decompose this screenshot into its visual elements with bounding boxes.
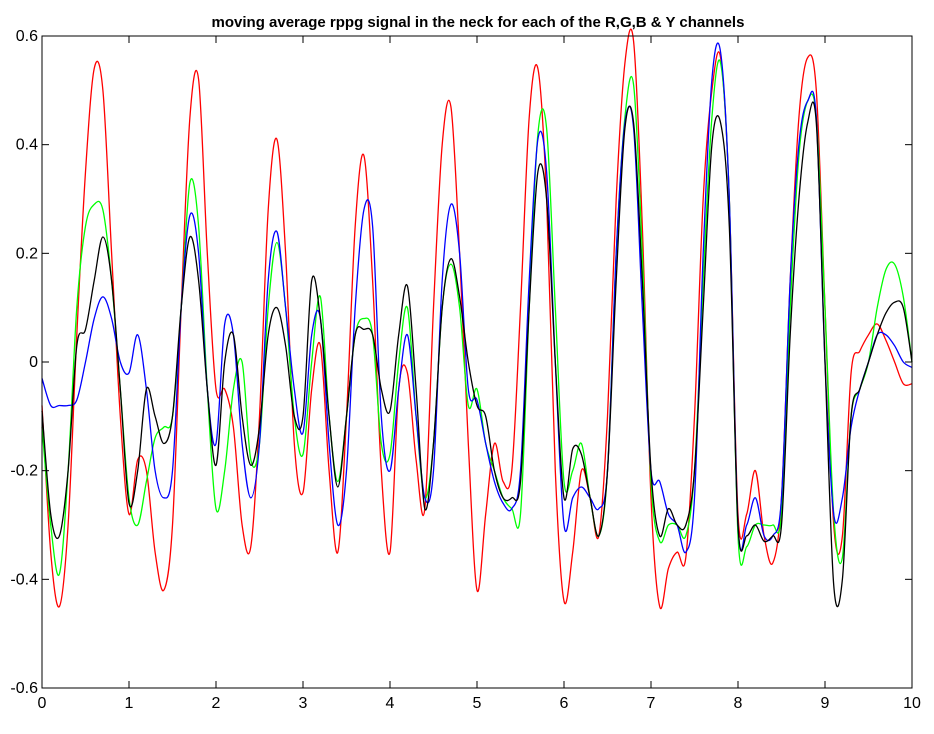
x-tick-label: 8 xyxy=(734,695,743,712)
series-layer xyxy=(41,28,913,610)
y-tick-label: -0.6 xyxy=(10,680,38,697)
y-tick-label: 0 xyxy=(29,354,38,371)
y-tick-label: 0.4 xyxy=(16,137,38,154)
x-tick-label: 9 xyxy=(821,695,830,712)
x-tick-label: 1 xyxy=(125,695,134,712)
x-tick-label: 0 xyxy=(38,695,47,712)
chart-title: moving average rppg signal in the neck f… xyxy=(212,14,745,31)
x-tick-label: 5 xyxy=(473,695,482,712)
x-tick-label: 10 xyxy=(903,695,921,712)
y-tick-label: 0.2 xyxy=(16,245,38,262)
x-tick-label: 6 xyxy=(560,695,569,712)
y-tick-label: 0.6 xyxy=(16,28,38,45)
x-tick-label: 7 xyxy=(647,695,656,712)
x-axis: 0 1 2 3 4 5 6 7 8 9 10 xyxy=(38,36,921,712)
y-tick-label: -0.2 xyxy=(10,463,38,480)
x-tick-label: 2 xyxy=(212,695,221,712)
y-tick-label: -0.4 xyxy=(10,571,38,588)
x-tick-label: 4 xyxy=(386,695,395,712)
y-axis: -0.6 -0.4 -0.2 0 0.2 0.4 0.6 xyxy=(10,28,912,697)
x-tick-label: 3 xyxy=(299,695,308,712)
series-blue-line xyxy=(41,42,913,554)
series-black-line xyxy=(41,101,913,608)
series-red-line xyxy=(41,28,913,610)
